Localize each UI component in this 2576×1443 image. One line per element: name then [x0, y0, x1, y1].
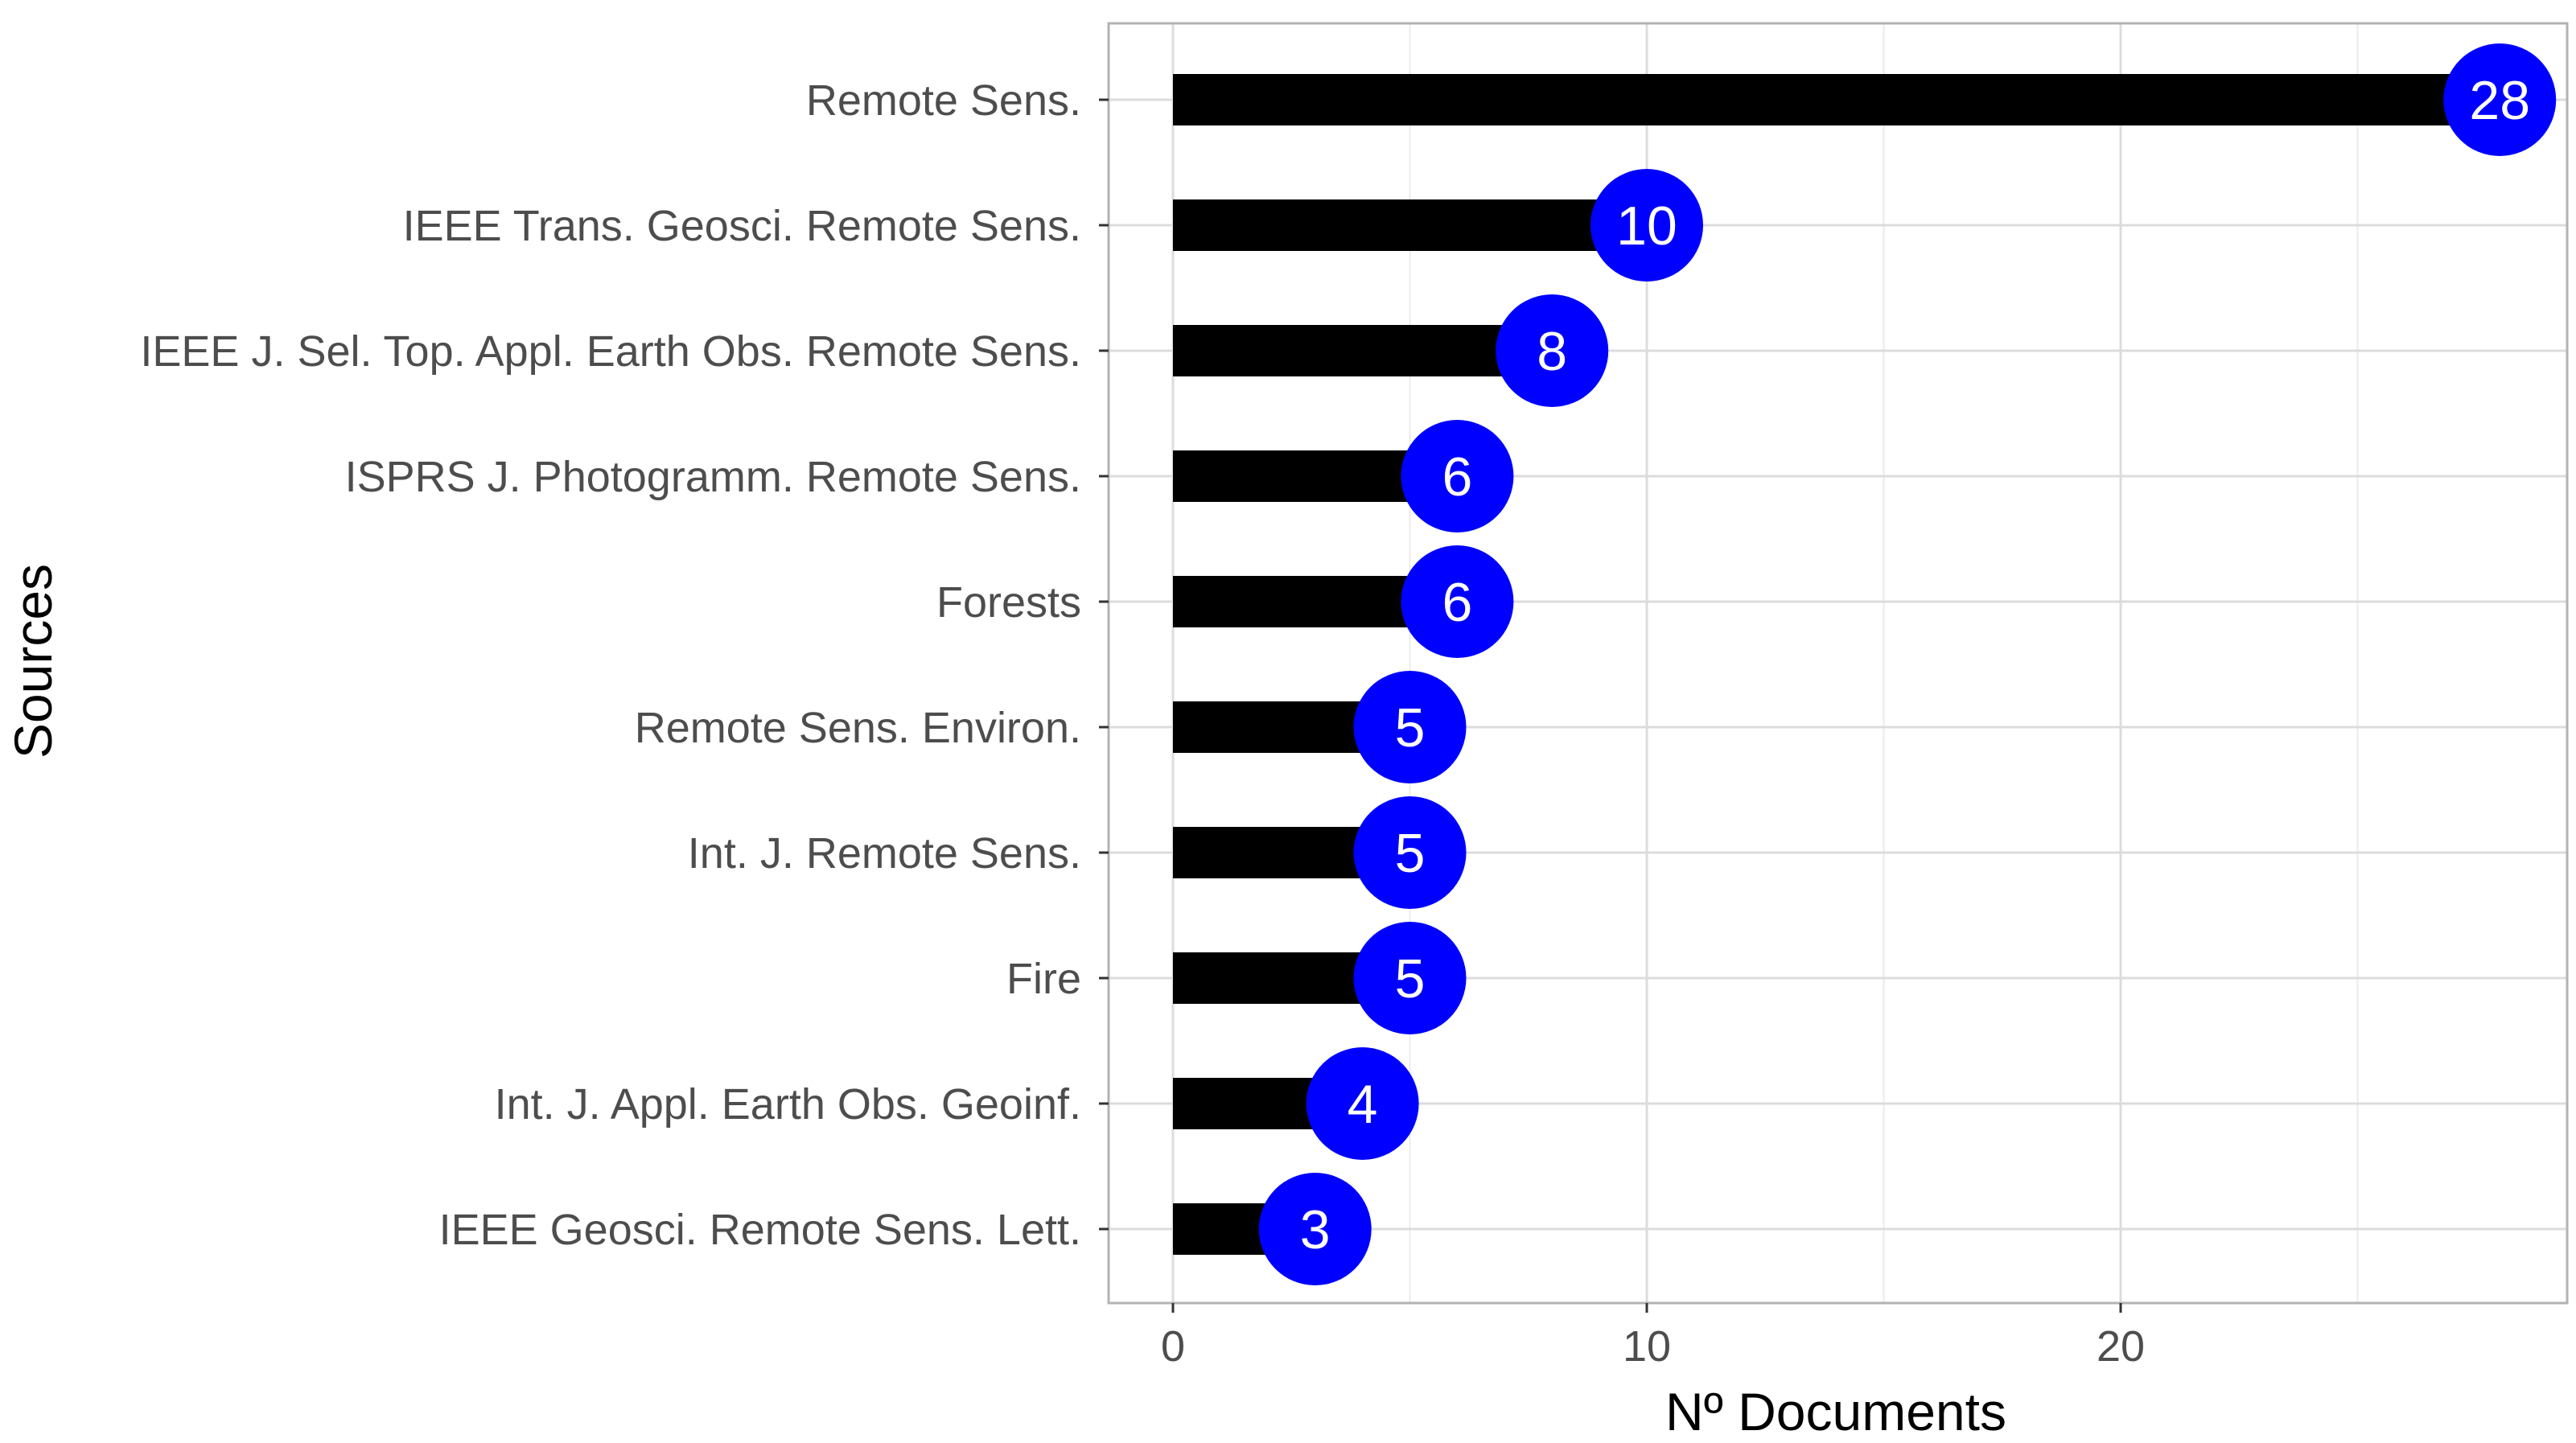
- bars-group: [1173, 74, 2500, 1255]
- x-tick-label: 20: [2097, 1322, 2145, 1371]
- value-label: 5: [1395, 948, 1426, 1009]
- bar: [1173, 325, 1553, 376]
- y-tick-label: ISPRS J. Photogramm. Remote Sens.: [345, 453, 1081, 501]
- y-tick-label: Forests: [936, 578, 1081, 627]
- value-label: 6: [1442, 572, 1472, 633]
- value-dot: [1353, 671, 1467, 783]
- y-tick-label: Remote Sens. Environ.: [635, 704, 1081, 752]
- value-dot: [1590, 169, 1703, 282]
- bar: [1173, 74, 2500, 125]
- y-tick-label: Int. J. Appl. Earth Obs. Geoinf.: [495, 1080, 1081, 1128]
- bar: [1173, 199, 1647, 251]
- x-tick-label: 0: [1161, 1322, 1185, 1371]
- axis-ticks: [1099, 98, 2122, 1313]
- value-label: 6: [1442, 446, 1472, 508]
- value-dot: [1353, 796, 1467, 909]
- y-tick-label: IEEE Trans. Geosci. Remote Sens.: [403, 202, 1081, 250]
- y-tick-label: Int. J. Remote Sens.: [688, 829, 1081, 878]
- value-dot: [1401, 420, 1514, 532]
- y-tick-label: Remote Sens.: [806, 76, 1081, 125]
- value-dot: [2443, 43, 2557, 156]
- value-label: 5: [1395, 823, 1426, 884]
- dots-group: 28 10 8 6 6 5 5 5 4 3: [1258, 43, 2557, 1285]
- value-label: 8: [1537, 321, 1567, 382]
- value-dot: [1306, 1047, 1419, 1160]
- y-tick-label: Fire: [1006, 955, 1081, 1003]
- y-axis-tick-labels: Remote Sens. IEEE Trans. Geosci. Remote S…: [140, 76, 1081, 1254]
- value-label: 10: [1616, 195, 1677, 257]
- y-tick-label: IEEE J. Sel. Top. Appl. Earth Obs. Remot…: [140, 327, 1081, 376]
- value-dot: [1258, 1173, 1372, 1285]
- value-label: 5: [1395, 697, 1426, 758]
- y-tick-label: IEEE Geosci. Remote Sens. Lett.: [439, 1206, 1081, 1254]
- value-dot: [1401, 545, 1514, 658]
- x-axis-title: Nº Documents: [1665, 1382, 2006, 1441]
- value-dot: [1496, 294, 1609, 407]
- panel-border: [1107, 22, 2569, 1305]
- y-axis-title: Sources: [3, 564, 63, 758]
- value-dot: [1353, 922, 1467, 1034]
- value-label: 28: [2469, 70, 2530, 131]
- x-axis-tick-labels: 0 10 20: [1161, 1322, 2145, 1371]
- x-tick-label: 10: [1623, 1322, 1671, 1371]
- value-label: 4: [1348, 1074, 1378, 1135]
- value-label: 3: [1300, 1199, 1331, 1260]
